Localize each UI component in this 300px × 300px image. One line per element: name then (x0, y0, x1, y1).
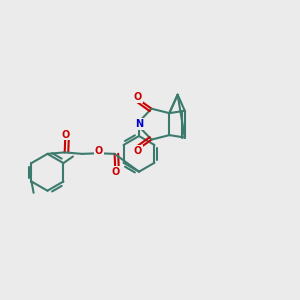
Text: O: O (61, 130, 69, 140)
Text: O: O (95, 146, 103, 157)
Text: O: O (134, 146, 142, 156)
Text: N: N (135, 119, 143, 129)
Text: O: O (111, 167, 119, 177)
Text: O: O (134, 92, 142, 102)
